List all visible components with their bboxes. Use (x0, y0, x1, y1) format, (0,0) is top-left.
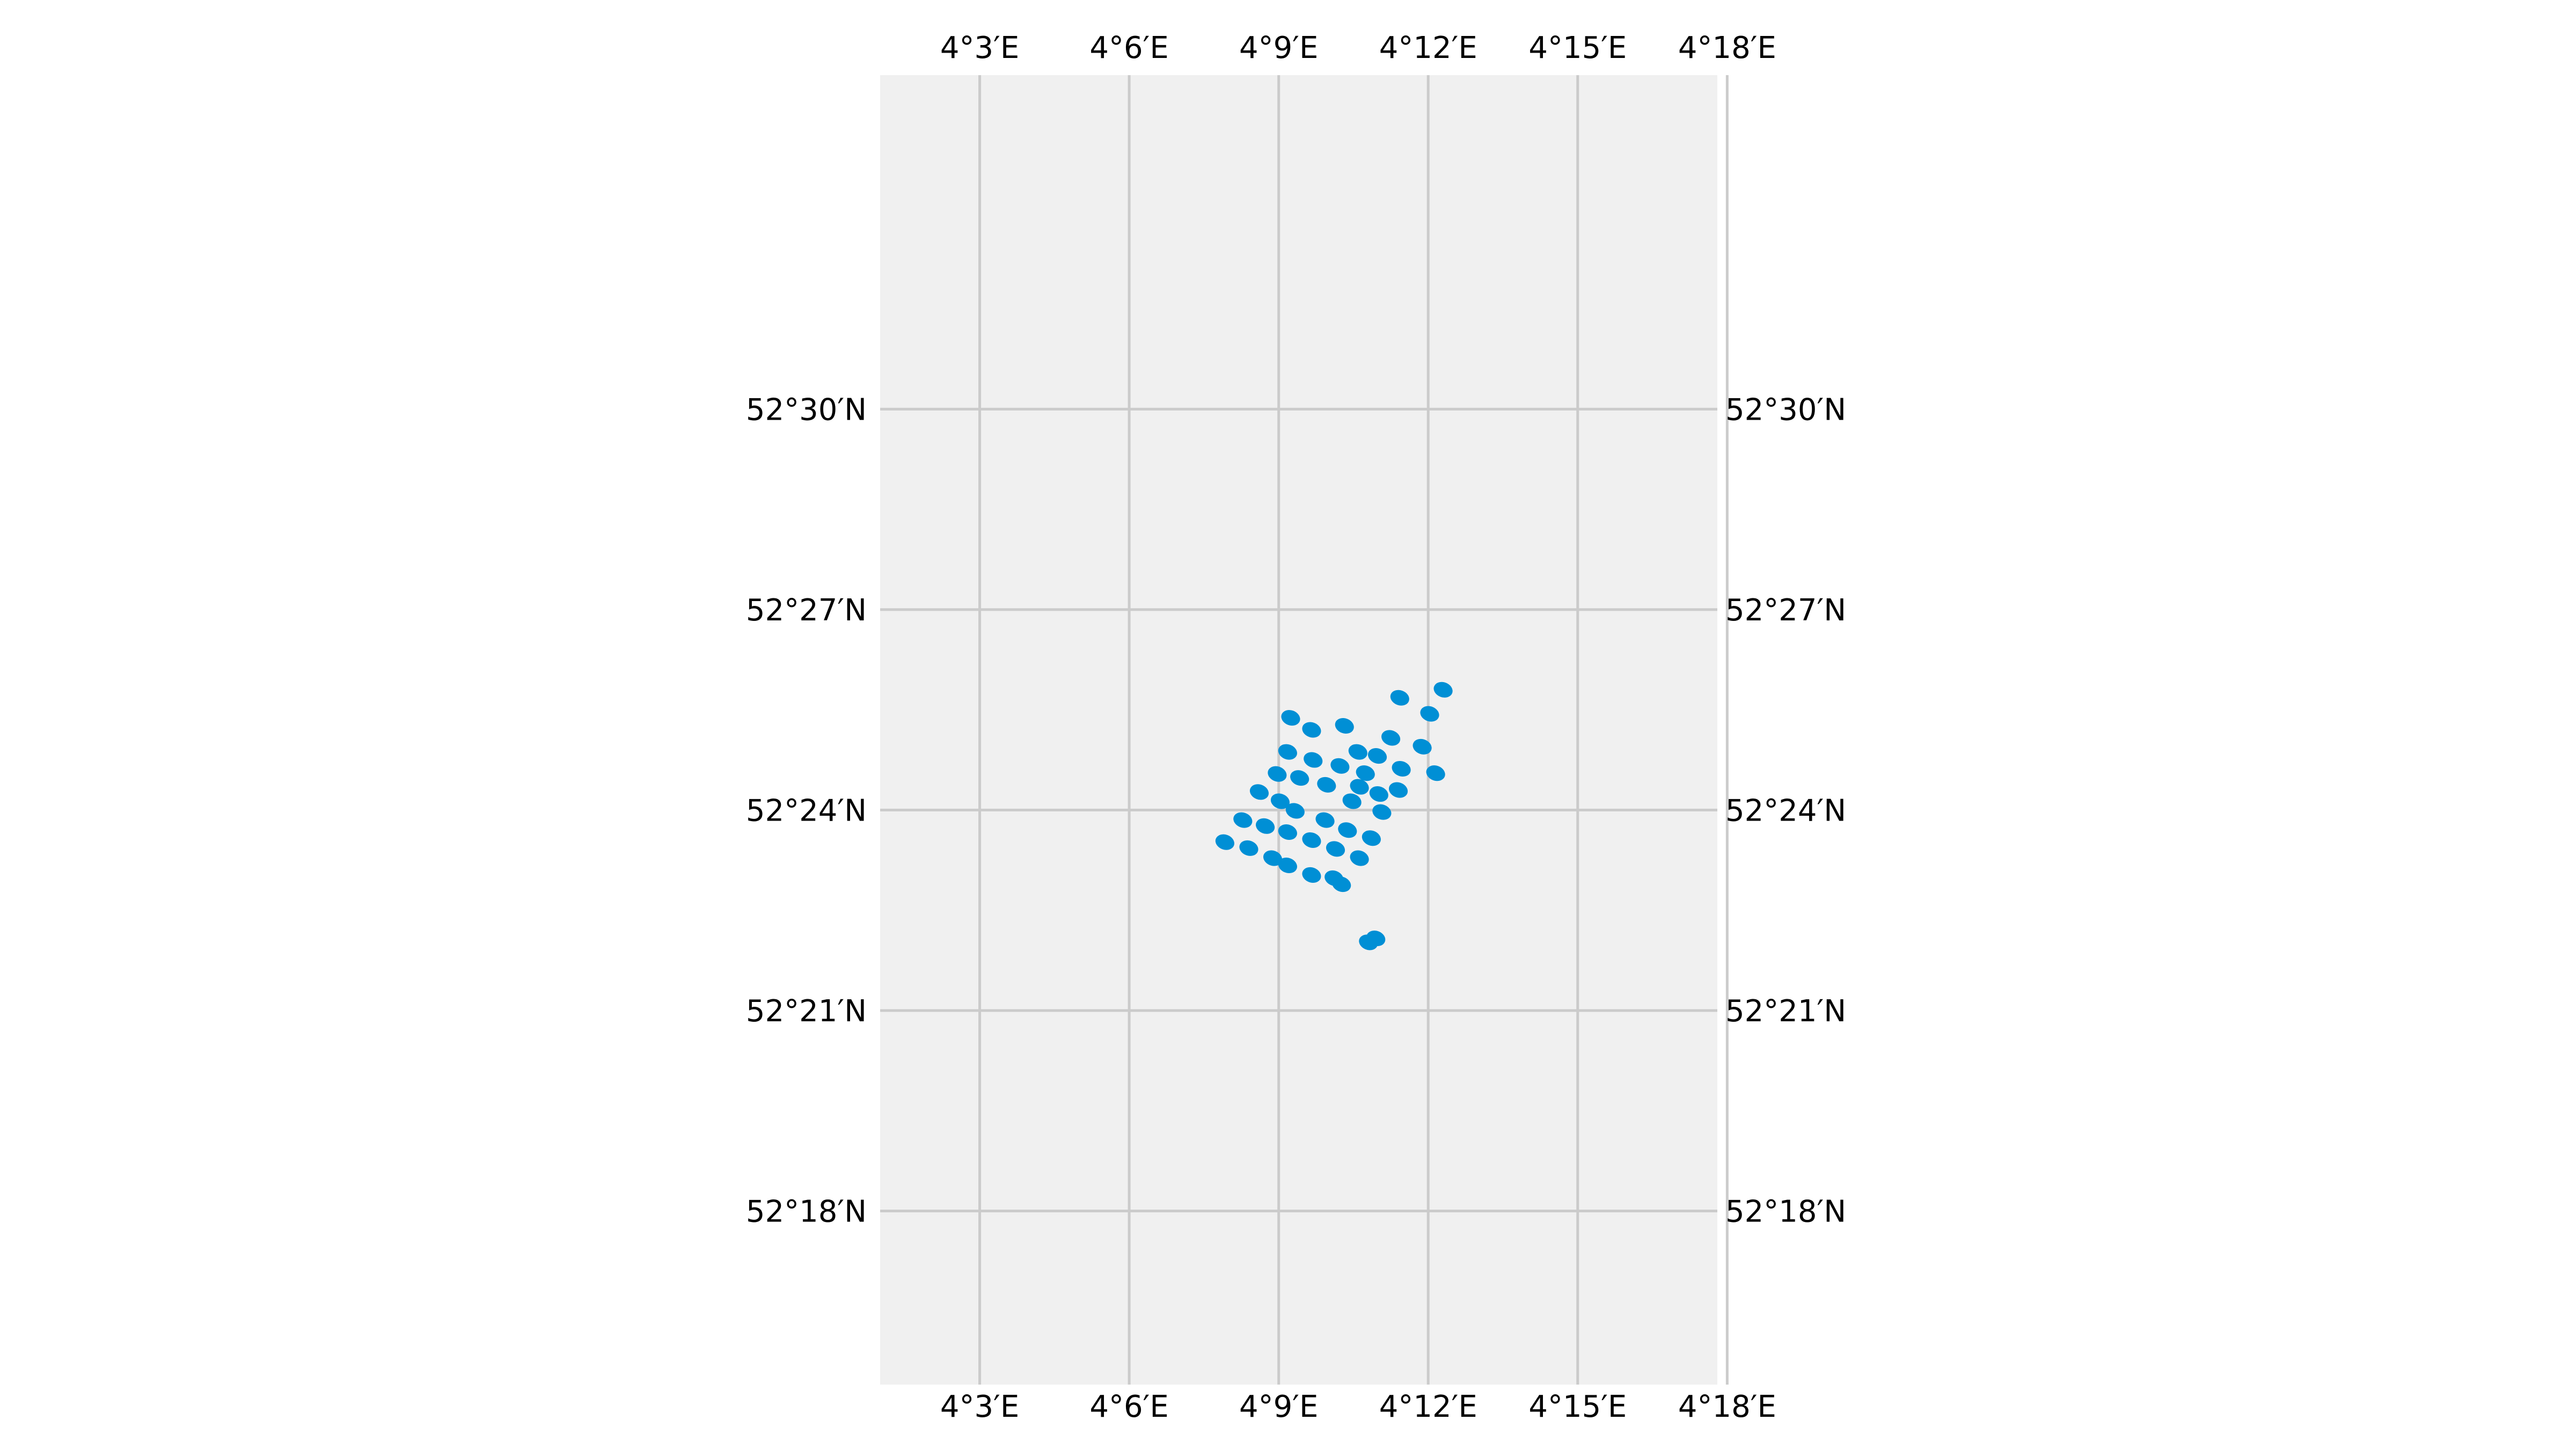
lon-label-top: 4°9′E (1239, 31, 1318, 65)
data-point (1335, 718, 1354, 734)
lat-label-left: 52°27′N (746, 593, 867, 628)
data-point (1330, 758, 1350, 774)
data-point (1372, 804, 1392, 820)
data-point (1348, 744, 1367, 760)
data-point (1239, 840, 1258, 856)
data-point (1233, 812, 1253, 828)
data-point (1350, 850, 1369, 866)
lon-label-bottom: 4°9′E (1239, 1389, 1318, 1424)
data-point (1278, 824, 1297, 840)
lat-label-right: 52°21′N (1725, 994, 1846, 1029)
data-point (1281, 710, 1300, 726)
data-point (1256, 818, 1275, 834)
data-point (1388, 782, 1408, 798)
tick-labels: 4°3′E 4°3′E 4°6′E 4°6′E 4°9′E 4°9′E 4°12′E 4°12… (746, 31, 1846, 1424)
data-points (1215, 682, 1453, 950)
data-point (1215, 834, 1234, 850)
data-point (1285, 803, 1305, 819)
data-point (1304, 752, 1323, 768)
data-point (1420, 706, 1439, 722)
data-point (1356, 765, 1375, 781)
lon-label-bottom: 4°6′E (1089, 1389, 1168, 1424)
graticule (880, 75, 1729, 1385)
data-point (1317, 777, 1336, 793)
data-point (1315, 812, 1335, 828)
data-point (1263, 850, 1283, 866)
data-point (1367, 748, 1387, 764)
data-point (1381, 730, 1401, 746)
map-frame (880, 75, 1717, 1385)
lat-label-right: 52°18′N (1725, 1195, 1846, 1230)
lon-label-top: 4°18′E (1678, 31, 1776, 65)
lon-label-top: 4°15′E (1528, 31, 1627, 65)
data-point (1413, 738, 1432, 755)
data-point (1302, 832, 1321, 848)
data-point (1268, 766, 1287, 782)
data-point (1270, 793, 1290, 809)
lat-label-right: 52°27′N (1725, 593, 1846, 628)
data-point (1338, 822, 1357, 838)
lat-label-right: 52°24′N (1725, 793, 1846, 828)
data-point (1278, 744, 1297, 760)
lon-label-bottom: 4°3′E (940, 1389, 1019, 1424)
data-point (1366, 930, 1386, 947)
lon-label-bottom: 4°18′E (1678, 1389, 1776, 1424)
data-point (1249, 784, 1269, 800)
data-point (1302, 722, 1321, 738)
data-point (1326, 841, 1345, 857)
lat-label-left: 52°30′N (746, 392, 867, 427)
lat-label-left: 52°18′N (746, 1195, 867, 1230)
data-point (1332, 876, 1351, 892)
lat-label-left: 52°21′N (746, 994, 867, 1029)
lon-label-top: 4°12′E (1379, 31, 1477, 65)
lon-label-top: 4°3′E (940, 31, 1019, 65)
data-point (1342, 793, 1362, 809)
lat-label-left: 52°24′N (746, 793, 867, 828)
lon-label-top: 4°6′E (1089, 31, 1168, 65)
lat-label-right: 52°30′N (1725, 392, 1846, 427)
data-point (1426, 765, 1445, 781)
lon-label-bottom: 4°12′E (1379, 1389, 1477, 1424)
data-point (1433, 682, 1453, 698)
data-point (1278, 857, 1297, 874)
data-point (1350, 779, 1369, 795)
data-point (1290, 770, 1309, 786)
data-point (1302, 867, 1321, 883)
lon-label-bottom: 4°15′E (1528, 1389, 1627, 1424)
data-point (1392, 760, 1411, 777)
data-point (1390, 690, 1409, 706)
data-point (1362, 830, 1381, 846)
data-point (1369, 786, 1388, 802)
